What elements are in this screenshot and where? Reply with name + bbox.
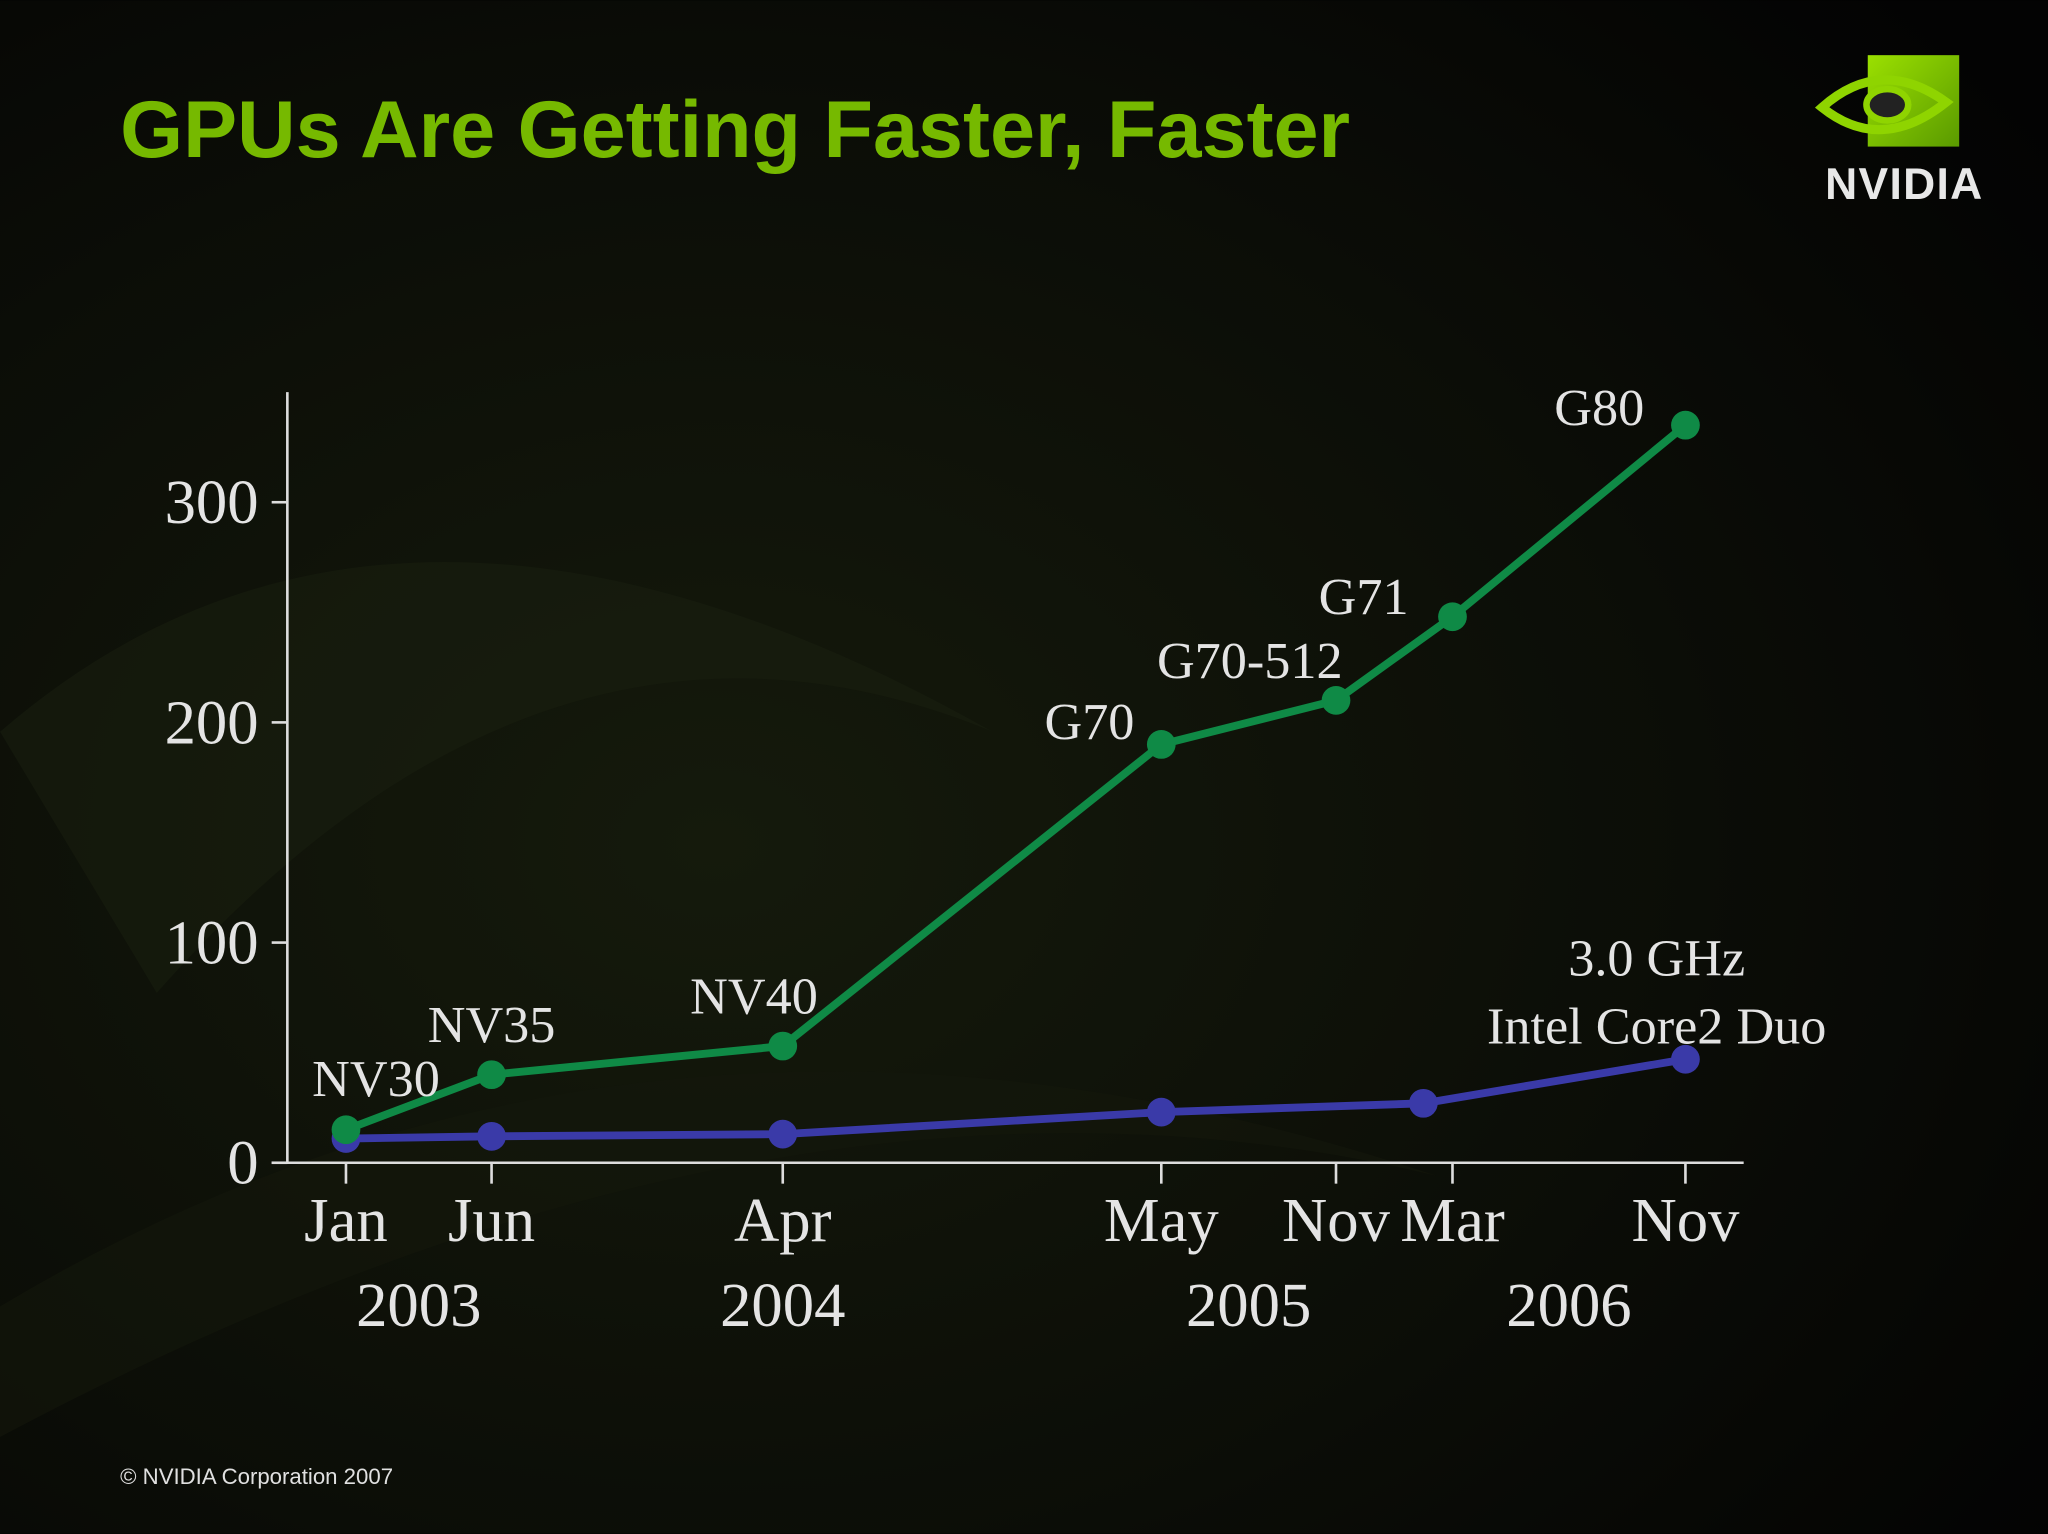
annotation: Intel Core2 Duo [1487, 998, 1826, 1056]
point-label: G71 [1319, 568, 1409, 626]
year-label: 2004 [720, 1270, 845, 1340]
y-tick-label: 100 [165, 907, 259, 977]
series-line [345, 1055, 1687, 1143]
point-label: NV40 [690, 967, 818, 1025]
data-point [1671, 1044, 1700, 1074]
data-point [768, 1031, 798, 1061]
x-tick-label: Nov [1282, 1185, 1391, 1255]
data-point [1671, 410, 1700, 440]
y-tick-label: 200 [165, 687, 259, 757]
year-label: 2006 [1506, 1270, 1631, 1340]
data-point [477, 1121, 506, 1151]
data-point [331, 1115, 361, 1145]
data-point [1438, 602, 1467, 632]
year-label: 2005 [1186, 1270, 1311, 1340]
footer: © NVIDIA Corporation 2007 [120, 1464, 393, 1489]
logo: NVIDIA [1814, 55, 1983, 209]
year-label: 2003 [356, 1270, 481, 1340]
x-tick-label: Nov [1631, 1185, 1740, 1255]
x-tick-label: Mar [1400, 1185, 1505, 1255]
point-label: G80 [1554, 379, 1644, 437]
logo-pupil [1863, 85, 1912, 124]
logo-eye [1814, 75, 1954, 135]
x-tick-label: Jun [448, 1185, 535, 1255]
point-label: G70-512 [1157, 632, 1343, 690]
x-tick-label: May [1104, 1185, 1220, 1255]
data-point [1146, 1097, 1176, 1127]
y-tick-label: 0 [227, 1128, 258, 1198]
slide-title: GPUs Are Getting Faster, Faster [120, 85, 1350, 175]
data-point [1408, 1088, 1438, 1118]
x-tick-label: Jan [304, 1185, 388, 1255]
background-swoosh [0, 561, 993, 993]
data-point [1321, 686, 1351, 715]
data-point [1146, 730, 1176, 759]
point-label: G70 [1044, 693, 1134, 751]
data-point [768, 1119, 798, 1149]
point-label: NV30 [312, 1050, 440, 1108]
y-tick-label: 300 [165, 467, 259, 537]
point-label: NV35 [428, 996, 556, 1054]
logo-text: NVIDIA [1825, 160, 1983, 209]
annotation: 3.0 GHz [1568, 930, 1745, 988]
data-point [477, 1060, 506, 1090]
x-tick-label: Apr [734, 1185, 832, 1255]
